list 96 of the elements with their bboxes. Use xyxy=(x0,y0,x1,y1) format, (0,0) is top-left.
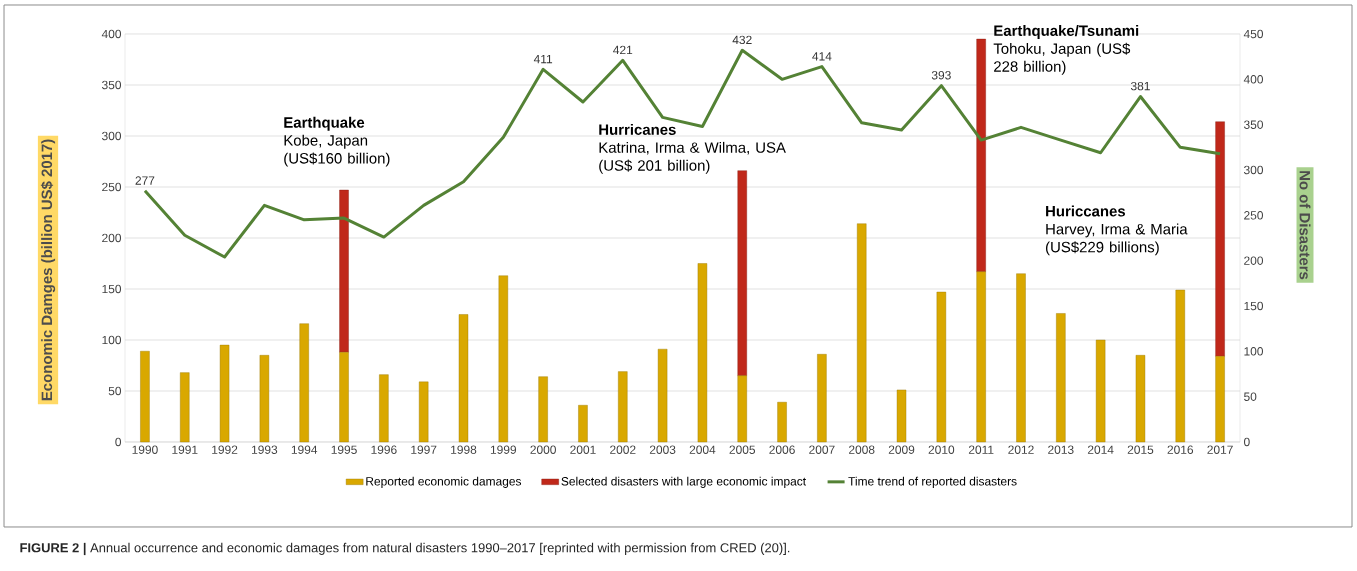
bar xyxy=(1135,355,1146,443)
x-tick-label: 1994 xyxy=(291,445,318,454)
legend-label: Selected disasters with large economic impact xyxy=(561,476,806,488)
text: FIGURE 2 | Annual occurrence and economic damages from natural disasters 1990–2017 [reprinted with permission from CRED (20)]. xyxy=(20,542,790,556)
y2-tick-label: 200 xyxy=(1244,256,1264,265)
bar xyxy=(1095,339,1106,443)
x-tick-label: 2006 xyxy=(769,445,795,454)
x-tick-label: 1991 xyxy=(172,445,198,454)
x-tick-label: 2012 xyxy=(1008,445,1034,454)
bar xyxy=(618,371,628,443)
y2-tick-label: 300 xyxy=(1243,165,1264,175)
legend-label: Reported economic damages xyxy=(366,476,522,488)
y-tick-label: 300 xyxy=(102,131,122,141)
x-tick-label: 1997 xyxy=(411,445,437,454)
bar xyxy=(976,38,986,272)
x-tick-label: 2017 xyxy=(1207,445,1233,454)
annotation: Hurricanes Katrina, Irma & Wilma, USA (US$ 201 billion) xyxy=(599,123,786,174)
bar xyxy=(697,263,708,443)
x-tick-label: 2016 xyxy=(1167,445,1194,454)
y-tick-label: 100 xyxy=(102,335,122,345)
bar xyxy=(1175,289,1185,443)
x-tick-label: 1998 xyxy=(451,445,477,454)
bar xyxy=(1056,313,1066,443)
y-tick-label: 0 xyxy=(115,437,122,447)
bar xyxy=(339,352,349,443)
data-label: 411 xyxy=(533,54,553,64)
bar xyxy=(1215,121,1225,357)
legend-label: Time trend of reported disasters xyxy=(848,476,1017,488)
y2-tick-label: 450 xyxy=(1243,29,1264,39)
y2-tick-label: 50 xyxy=(1244,392,1257,401)
bar xyxy=(936,291,947,443)
x-tick-label: 1995 xyxy=(331,445,357,454)
x-tick-label: 2011 xyxy=(968,445,994,454)
y-axis-title: Economic Damges (billion US$ 2017) xyxy=(40,139,56,401)
x-tick-label: 2008 xyxy=(849,445,875,454)
x-tick-label: 2001 xyxy=(570,445,596,454)
y2-tick-label: 150 xyxy=(1244,301,1264,311)
annotation: Earthquake/Tsunami Tohoku, Japan (US$ 228 billion) xyxy=(993,25,1139,75)
bar xyxy=(1215,356,1225,443)
y2-tick-label: 0 xyxy=(1244,437,1250,447)
y2-tick-label: 250 xyxy=(1244,211,1264,220)
x-tick-label: 2000 xyxy=(530,445,556,454)
bar xyxy=(498,275,509,443)
bar xyxy=(737,170,747,376)
x-tick-label: 2013 xyxy=(1048,445,1074,454)
y-tick-label: 250 xyxy=(102,182,122,192)
data-label: 381 xyxy=(1130,81,1150,91)
y-tick-label: 200 xyxy=(102,233,122,243)
bar xyxy=(259,355,270,443)
x-tick-label: 2010 xyxy=(928,445,955,454)
y2-tick-label: 400 xyxy=(1243,75,1264,84)
x-tick-label: 1999 xyxy=(490,445,517,454)
bar xyxy=(219,344,230,443)
bar xyxy=(180,372,190,443)
x-tick-label: 2004 xyxy=(689,445,716,454)
bar xyxy=(976,271,986,443)
x-tick-label: 1990 xyxy=(132,445,158,454)
data-label: 421 xyxy=(613,45,633,55)
bar xyxy=(140,351,150,443)
y-tick-label: 350 xyxy=(102,80,122,90)
x-tick-label: 2015 xyxy=(1127,445,1154,454)
x-tick-label: 2009 xyxy=(888,445,915,454)
x-tick-label: 1996 xyxy=(371,445,397,454)
x-tick-label: 2005 xyxy=(729,445,756,454)
x-tick-label: 2014 xyxy=(1087,445,1114,454)
x-tick-label: 2002 xyxy=(610,445,636,454)
x-tick-label: 2007 xyxy=(809,445,835,454)
bar xyxy=(458,314,469,443)
y-tick-label: 50 xyxy=(108,386,122,396)
annotation: Earthquake Kobe, Japan (US$160 billion) xyxy=(284,116,390,167)
x-tick-label: 1993 xyxy=(252,445,278,454)
bar xyxy=(1016,273,1026,443)
bar xyxy=(379,374,389,443)
y-tick-label: 400 xyxy=(101,29,122,39)
data-label: 432 xyxy=(732,35,752,45)
bar xyxy=(657,348,668,443)
bar xyxy=(538,376,548,443)
y2-tick-label: 350 xyxy=(1243,120,1264,129)
y-tick-label: 150 xyxy=(102,284,122,294)
bar xyxy=(896,389,907,443)
bar xyxy=(777,402,787,443)
x-tick-label: 2003 xyxy=(649,445,676,454)
annotation: Huriccanes Harvey, Irma & Maria (US$229 billions) xyxy=(1046,205,1188,256)
bar xyxy=(418,381,429,443)
data-label: 414 xyxy=(812,52,832,61)
bar xyxy=(737,375,747,443)
y2-axis-title: No of Disasters xyxy=(1299,171,1311,280)
data-label: 277 xyxy=(135,176,155,185)
data-label: 393 xyxy=(931,71,951,80)
bar xyxy=(299,323,309,443)
bar xyxy=(857,223,867,443)
y2-tick-label: 100 xyxy=(1244,347,1264,356)
bar xyxy=(339,189,349,353)
bar xyxy=(578,405,588,443)
bar xyxy=(817,354,827,443)
x-tick-label: 1992 xyxy=(212,445,238,454)
